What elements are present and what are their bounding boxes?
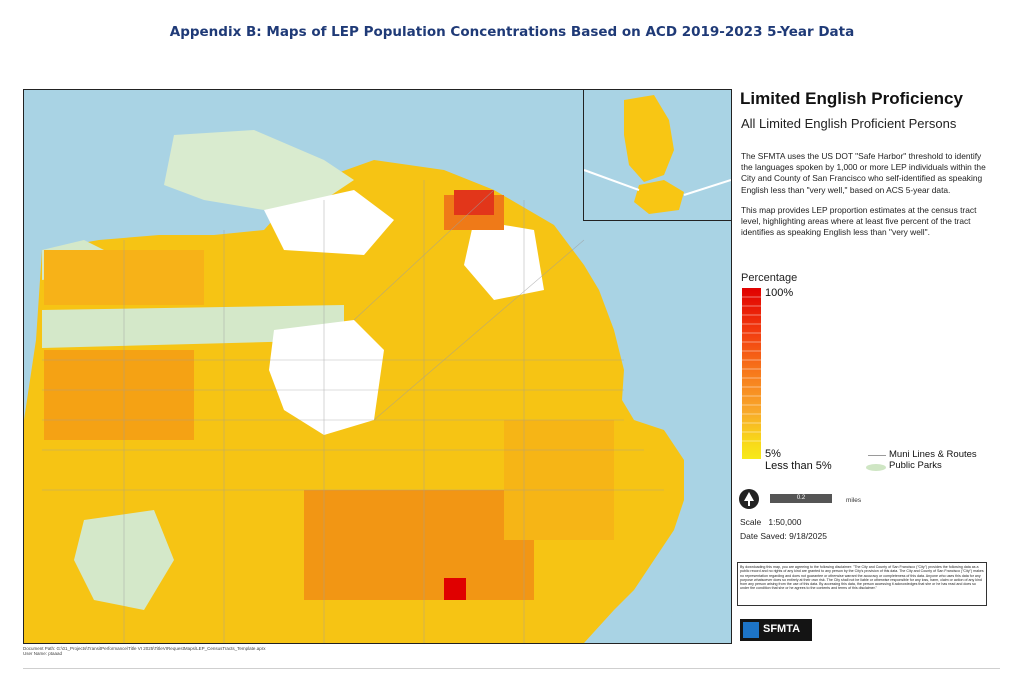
bottom-divider xyxy=(23,668,1000,669)
legend-subtitle: All Limited English Proficient Persons xyxy=(741,116,957,131)
tract-excelsior xyxy=(304,490,534,600)
ramp-bottom-label: 5% xyxy=(765,448,781,460)
legend-paragraph-1: The SFMTA uses the US DOT "Safe Harbor" … xyxy=(741,151,986,195)
sfmta-logo-text: SFMTA xyxy=(763,623,801,635)
bay-water xyxy=(584,90,731,643)
tract-visitacion xyxy=(444,578,466,600)
percentage-label: Percentage xyxy=(741,272,798,284)
document-path-footer: Document Path: G:\01_Projects\TransitPer… xyxy=(23,646,265,656)
muni-line-swatch xyxy=(868,455,886,456)
public-parks-label: Public Parks xyxy=(889,460,942,471)
disclaimer-box: By downloading this map, you are agreein… xyxy=(737,562,987,606)
golden-gate-park xyxy=(42,305,344,348)
date-saved-value: 9/18/2025 xyxy=(789,531,827,541)
tract-bayview xyxy=(504,420,614,540)
less-than-label: Less than 5% xyxy=(765,460,832,472)
scale-line: Scale 1:50,000 xyxy=(740,517,801,527)
treasure-island xyxy=(624,95,674,182)
presidio-park xyxy=(164,130,354,210)
treasure-island-inset[interactable] xyxy=(583,89,732,221)
twin-peaks-white xyxy=(269,320,384,435)
tract-chinatown xyxy=(454,190,494,215)
legend-title: Limited English Proficiency xyxy=(740,89,963,108)
color-ramp-steps xyxy=(742,296,761,442)
sfmta-logo-mark-icon xyxy=(743,622,759,638)
color-ramp xyxy=(742,288,761,459)
date-saved-line: Date Saved: 9/18/2025 xyxy=(740,531,827,541)
legend-description: The SFMTA uses the US DOT "Safe Harbor" … xyxy=(741,151,991,238)
yerba-buena-island xyxy=(634,180,684,214)
ramp-top-label: 100% xyxy=(765,287,794,299)
scale-bar: 0.2 xyxy=(770,494,832,503)
legend-paragraph-2: This map provides LEP proportion estimat… xyxy=(741,204,977,238)
scale-bar-units: miles xyxy=(846,497,862,504)
user-name: User Name: ptaaad xyxy=(23,651,63,656)
scale-label: Scale xyxy=(740,517,762,527)
scale-value: 1:50,000 xyxy=(768,517,802,527)
page-title: Appendix B: Maps of LEP Population Conce… xyxy=(169,24,855,40)
presidio-white xyxy=(264,190,394,255)
park-swatch xyxy=(866,464,886,471)
tract-sunset xyxy=(44,350,194,440)
document-path: Document Path: G:\01_Projects\TransitPer… xyxy=(23,646,266,651)
date-saved-label: Date Saved: xyxy=(740,531,787,541)
north-arrow-icon xyxy=(739,489,759,509)
sfmta-logo: SFMTA xyxy=(740,619,812,641)
muni-lines-label: Muni Lines & Routes xyxy=(889,449,977,460)
